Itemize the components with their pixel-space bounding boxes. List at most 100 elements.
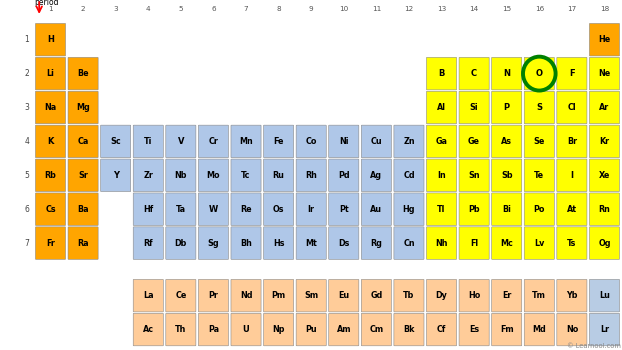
FancyBboxPatch shape	[491, 57, 522, 90]
Text: Cs: Cs	[45, 205, 56, 214]
FancyBboxPatch shape	[557, 193, 587, 225]
Text: Mn: Mn	[239, 137, 253, 146]
FancyBboxPatch shape	[557, 279, 587, 312]
Text: Cf: Cf	[437, 325, 446, 334]
FancyBboxPatch shape	[133, 227, 164, 259]
FancyBboxPatch shape	[590, 279, 620, 312]
Text: 11: 11	[372, 6, 381, 12]
Text: Tc: Tc	[241, 171, 251, 180]
FancyBboxPatch shape	[328, 125, 359, 158]
Text: Fl: Fl	[470, 239, 478, 247]
FancyBboxPatch shape	[427, 279, 457, 312]
FancyBboxPatch shape	[557, 91, 587, 124]
Text: Lr: Lr	[600, 325, 609, 334]
FancyBboxPatch shape	[231, 279, 261, 312]
Text: Bk: Bk	[403, 325, 415, 334]
Text: Rg: Rg	[371, 239, 383, 247]
FancyBboxPatch shape	[361, 125, 391, 158]
FancyBboxPatch shape	[394, 313, 424, 346]
Text: Hf: Hf	[143, 205, 154, 214]
FancyBboxPatch shape	[68, 159, 98, 191]
Text: Pm: Pm	[272, 291, 285, 300]
FancyBboxPatch shape	[459, 159, 489, 191]
Text: 3: 3	[24, 103, 29, 112]
Text: Ra: Ra	[77, 239, 89, 247]
Text: Sb: Sb	[501, 171, 513, 180]
Text: 6: 6	[24, 205, 29, 214]
Text: Nb: Nb	[175, 171, 187, 180]
Text: Si: Si	[470, 103, 478, 112]
Text: Ir: Ir	[308, 205, 315, 214]
FancyBboxPatch shape	[133, 313, 164, 346]
FancyBboxPatch shape	[361, 313, 391, 346]
Text: O: O	[536, 69, 543, 78]
Text: Ru: Ru	[272, 171, 284, 180]
FancyBboxPatch shape	[361, 279, 391, 312]
FancyBboxPatch shape	[35, 159, 65, 191]
Text: W: W	[209, 205, 218, 214]
FancyBboxPatch shape	[491, 91, 522, 124]
Text: 1: 1	[24, 35, 29, 44]
Text: S: S	[536, 103, 542, 112]
Text: Mt: Mt	[305, 239, 317, 247]
Text: 2: 2	[24, 69, 29, 78]
Text: Kr: Kr	[600, 137, 610, 146]
FancyBboxPatch shape	[68, 193, 98, 225]
FancyBboxPatch shape	[133, 125, 164, 158]
Text: Ti: Ti	[144, 137, 152, 146]
Text: 2: 2	[81, 6, 85, 12]
FancyBboxPatch shape	[296, 227, 326, 259]
Text: Tl: Tl	[437, 205, 446, 214]
FancyBboxPatch shape	[491, 279, 522, 312]
Text: 1: 1	[48, 6, 53, 12]
FancyBboxPatch shape	[35, 125, 65, 158]
FancyBboxPatch shape	[68, 125, 98, 158]
FancyBboxPatch shape	[590, 91, 620, 124]
FancyBboxPatch shape	[557, 57, 587, 90]
Text: Ag: Ag	[370, 171, 383, 180]
FancyBboxPatch shape	[427, 227, 457, 259]
FancyBboxPatch shape	[328, 227, 359, 259]
Text: Ds: Ds	[338, 239, 350, 247]
FancyBboxPatch shape	[198, 227, 228, 259]
FancyBboxPatch shape	[296, 125, 326, 158]
Text: Sn: Sn	[468, 171, 480, 180]
Text: Th: Th	[175, 325, 187, 334]
FancyBboxPatch shape	[166, 125, 196, 158]
FancyBboxPatch shape	[394, 159, 424, 191]
FancyBboxPatch shape	[524, 125, 554, 158]
Text: Pa: Pa	[208, 325, 219, 334]
Text: Am: Am	[337, 325, 351, 334]
Text: At: At	[567, 205, 577, 214]
FancyBboxPatch shape	[459, 279, 489, 312]
FancyBboxPatch shape	[166, 193, 196, 225]
Text: Cr: Cr	[208, 137, 218, 146]
FancyBboxPatch shape	[328, 159, 359, 191]
FancyBboxPatch shape	[557, 159, 587, 191]
Text: V: V	[178, 137, 184, 146]
Text: Se: Se	[534, 137, 545, 146]
FancyBboxPatch shape	[264, 193, 294, 225]
Text: As: As	[501, 137, 512, 146]
Text: 6: 6	[211, 6, 216, 12]
Text: La: La	[143, 291, 154, 300]
FancyBboxPatch shape	[264, 125, 294, 158]
Text: I: I	[570, 171, 573, 180]
FancyBboxPatch shape	[264, 279, 294, 312]
Text: Es: Es	[469, 325, 479, 334]
FancyBboxPatch shape	[361, 193, 391, 225]
Text: 12: 12	[404, 6, 414, 12]
Text: B: B	[439, 69, 445, 78]
Text: Sc: Sc	[110, 137, 121, 146]
Text: Ge: Ge	[468, 137, 480, 146]
Text: Eu: Eu	[338, 291, 350, 300]
Text: Ac: Ac	[143, 325, 154, 334]
FancyBboxPatch shape	[394, 125, 424, 158]
Text: Gd: Gd	[370, 291, 383, 300]
Text: Cl: Cl	[567, 103, 576, 112]
Text: Rn: Rn	[598, 205, 610, 214]
Text: 10: 10	[339, 6, 348, 12]
FancyBboxPatch shape	[264, 227, 294, 259]
Text: Mo: Mo	[207, 171, 220, 180]
FancyBboxPatch shape	[296, 279, 326, 312]
